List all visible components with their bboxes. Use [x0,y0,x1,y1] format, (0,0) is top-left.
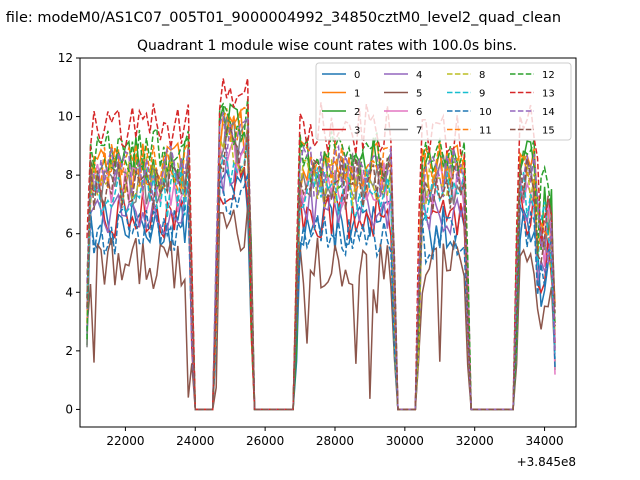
legend-label: 13 [542,89,555,100]
x-tick-label: 32000 [456,434,494,448]
legend-label: 12 [542,70,555,81]
legend-label: 15 [542,126,555,137]
x-tick-label: 30000 [386,434,424,448]
x-tick-label: 22000 [106,434,144,448]
legend-label: 1 [354,89,360,100]
y-tick-label: 8 [65,168,73,182]
chart-title: Quadrant 1 module wise count rates with … [137,38,517,54]
series-line-9 [86,134,556,411]
legend-label: 4 [416,70,422,81]
x-axis-offset-label: +3.845e8 [517,455,576,469]
legend-label: 11 [479,126,492,137]
legend-label: 2 [354,107,360,118]
y-tick-label: 2 [65,344,73,358]
legend-label: 8 [479,70,485,81]
x-tick-label: 26000 [246,434,284,448]
axes-frame [79,57,577,428]
legend-label: 14 [542,107,555,118]
legend-label: 6 [416,107,422,118]
x-tick-label: 24000 [176,434,214,448]
y-axis: 0 2 4 6 8 10 12 [58,51,80,416]
x-tick-label: 34000 [525,434,563,448]
legend-box [315,62,572,141]
legend-label: 5 [416,89,422,100]
y-tick-label: 4 [65,285,73,299]
y-tick-label: 0 [65,402,73,416]
y-tick-label: 6 [65,227,73,241]
x-axis: 22000 24000 26000 28000 30000 32000 34000 [106,427,564,448]
legend-label: 10 [479,107,492,118]
legend-label: 0 [354,70,360,81]
series-layer [86,78,556,411]
legend-label: 7 [416,126,422,137]
figure-suptitle: n file: modeM0/AS1C07_005T01_9000004992_… [0,10,561,26]
x-tick-label: 28000 [316,434,354,448]
legend-label: 3 [354,126,360,137]
plot-area [79,57,577,428]
series-line-2 [86,102,556,411]
y-tick-label: 12 [58,51,73,65]
series-line-15 [86,126,556,411]
series-line-14 [86,112,556,411]
legend-label: 9 [479,89,485,100]
series-line-12 [86,98,556,411]
y-tick-label: 10 [58,110,73,124]
